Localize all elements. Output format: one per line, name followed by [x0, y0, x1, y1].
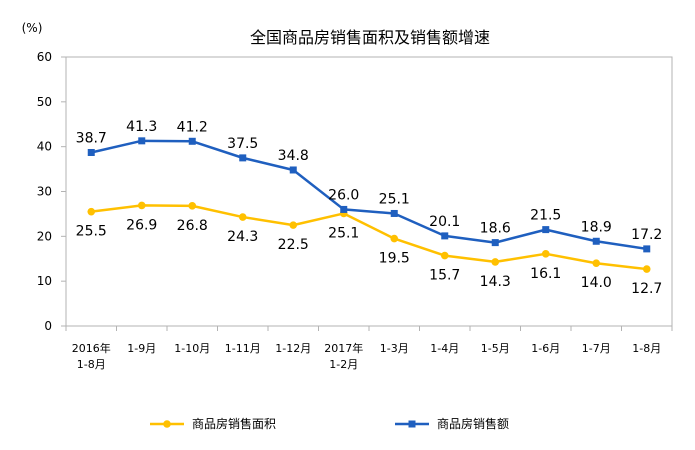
- data-label: 26.8: [177, 218, 208, 234]
- data-label: 14.3: [480, 274, 511, 290]
- data-point: [340, 205, 348, 213]
- data-point: [188, 137, 196, 145]
- legend-label: 商品房销售面积: [192, 416, 276, 431]
- data-label: 26.9: [126, 217, 157, 233]
- series-2: 38.7 41.3 41.2 37.5 34.8 26.0 25.1 20.1 18.6 21.5…: [76, 119, 662, 253]
- data-point: [390, 234, 399, 243]
- chart-title: 全国商品房销售面积及销售额增速: [250, 28, 490, 47]
- data-point: [643, 245, 651, 253]
- series-layer: 25.5 26.9 26.8 24.3 22.5 25.1 19.5 15.7 14.3 16.1…: [76, 119, 663, 297]
- y-axis: 0 10 20 30 40 50 60: [37, 50, 66, 333]
- data-point: [542, 226, 550, 234]
- x-tick-label: 1-12月: [275, 342, 311, 355]
- legend-item: 商品房销售面积: [150, 416, 276, 431]
- data-point: [541, 250, 550, 258]
- x-tick-label: 1-7月: [582, 342, 611, 355]
- data-point: [87, 148, 95, 156]
- data-label: 21.5: [530, 208, 561, 224]
- x-tick-label: 2017年: [324, 341, 363, 355]
- data-point: [87, 207, 96, 216]
- data-label: 16.1: [530, 266, 561, 282]
- data-label: 41.3: [126, 119, 157, 135]
- data-label: 37.5: [227, 136, 258, 152]
- x-tick-label: 1-6月: [531, 342, 560, 355]
- legend: 商品房销售面积 商品房销售额: [150, 416, 509, 431]
- data-label: 14.0: [581, 275, 612, 291]
- data-point: [491, 239, 499, 247]
- data-point: [642, 265, 651, 273]
- series-line: [91, 204, 647, 271]
- data-label: 34.8: [278, 148, 309, 164]
- data-point: [137, 201, 146, 210]
- legend-item: 商品房销售额: [395, 416, 509, 431]
- y-tick-label: 60: [37, 50, 52, 64]
- y-tick-label: 20: [37, 229, 52, 243]
- data-point: [289, 166, 297, 174]
- data-point: [188, 202, 197, 210]
- data-label: 20.1: [429, 214, 460, 230]
- y-axis-unit-label: (%): [22, 21, 43, 35]
- data-label: 22.5: [278, 237, 309, 253]
- data-label: 26.0: [328, 187, 359, 203]
- data-point: [440, 251, 449, 260]
- x-tick-label: 1-8月: [77, 358, 106, 371]
- data-point: [239, 154, 247, 162]
- x-tick-label: 1-9月: [127, 342, 156, 355]
- data-point: [491, 258, 500, 266]
- data-label: 25.5: [76, 224, 107, 240]
- data-point: [441, 232, 449, 240]
- data-point: [138, 137, 146, 145]
- data-label: 25.1: [328, 225, 359, 241]
- y-tick-label: 10: [37, 274, 52, 288]
- data-point: [592, 237, 600, 245]
- x-tick-label: 1-10月: [174, 342, 210, 355]
- data-label: 15.7: [429, 268, 460, 284]
- data-point: [238, 213, 247, 221]
- x-tick-label: 1-8月: [632, 342, 661, 355]
- data-label: 17.2: [631, 227, 662, 243]
- series-1: 25.5 26.9 26.8 24.3 22.5 25.1 19.5 15.7 14.3 16.1…: [76, 201, 662, 297]
- x-tick-label: 1-2月: [329, 358, 358, 371]
- x-tick-label: 1-3月: [380, 342, 409, 355]
- legend-marker: [163, 420, 171, 428]
- data-label: 38.7: [76, 130, 107, 146]
- legend-label: 商品房销售额: [437, 416, 509, 431]
- x-tick-label: 1-5月: [481, 342, 510, 355]
- y-tick-label: 30: [37, 185, 52, 199]
- data-point: [289, 221, 298, 229]
- x-tick-label: 1-4月: [430, 342, 459, 355]
- x-tick-label: 2016年: [72, 341, 111, 355]
- data-point: [390, 209, 398, 217]
- data-label: 41.2: [177, 119, 208, 135]
- data-label: 25.1: [379, 191, 410, 207]
- legend-marker: [408, 420, 416, 428]
- data-label: 12.7: [631, 281, 662, 297]
- data-label: 24.3: [227, 229, 258, 245]
- data-label: 18.6: [480, 221, 511, 237]
- y-tick-label: 40: [37, 140, 52, 154]
- x-axis: 2016年 1-8月 1-9月 1-10月 1-11月 1-12月 2017年 1-2月 1-3…: [65, 326, 673, 371]
- data-label: 19.5: [379, 251, 410, 267]
- x-tick-label: 1-11月: [225, 342, 261, 355]
- data-point: [592, 259, 601, 268]
- y-tick-label: 50: [37, 95, 52, 109]
- y-tick-label: 0: [44, 319, 52, 333]
- data-label: 18.9: [581, 219, 612, 235]
- series-line: [90, 139, 647, 251]
